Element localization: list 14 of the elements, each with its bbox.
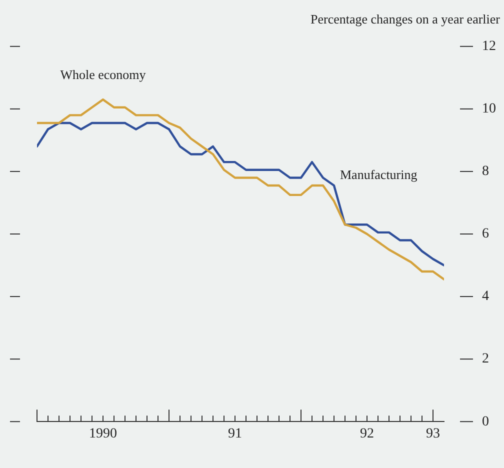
y-axis-title: Percentage changes on a year earlier [310, 11, 501, 26]
x-tick-label: 91 [228, 426, 242, 442]
series-label: Whole economy [60, 66, 146, 82]
y-tick-label: 12 [482, 39, 496, 54]
y-tick-label: 0 [482, 414, 489, 430]
y-tick-label: 2 [482, 352, 489, 367]
x-tick-label: 1990 [89, 426, 117, 442]
series-label: Manufacturing [340, 166, 418, 182]
x-tick-label: 93 [426, 426, 440, 442]
y-tick-label: 10 [482, 102, 496, 117]
y-tick-label: 8 [482, 164, 489, 180]
x-tick-label: 92 [360, 426, 374, 442]
y-tick-label: 6 [482, 226, 489, 242]
y-tick-label: 4 [482, 289, 489, 304]
